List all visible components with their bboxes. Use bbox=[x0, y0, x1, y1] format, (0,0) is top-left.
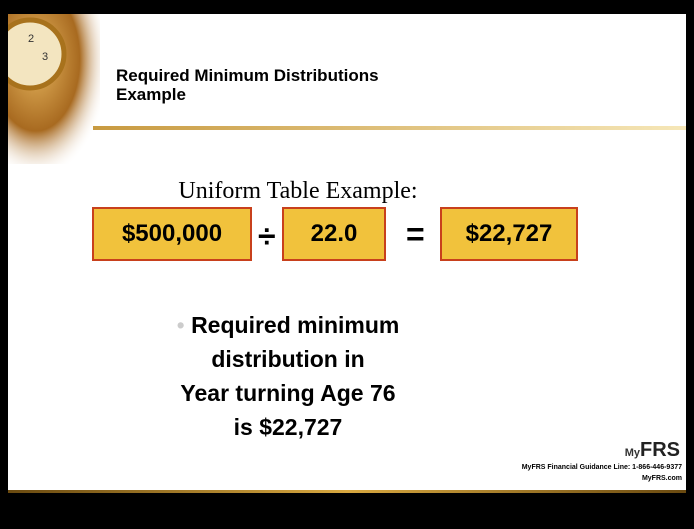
text: Required Minimum Distributions bbox=[116, 66, 379, 85]
logo: MyFRS bbox=[625, 439, 680, 462]
subtitle: Uniform Table Example: bbox=[8, 178, 588, 205]
divide-sign: ÷ bbox=[258, 218, 276, 255]
dividend-box: $500,000 bbox=[92, 207, 252, 261]
text: Required minimum bbox=[191, 312, 399, 338]
bullet-line: is $22,727 bbox=[138, 414, 438, 441]
text: FRS bbox=[640, 439, 680, 461]
divisor-box: 22.0 bbox=[282, 207, 386, 261]
svg-text:2: 2 bbox=[28, 33, 34, 45]
svg-text:3: 3 bbox=[42, 51, 48, 63]
bullet-line: distribution in bbox=[138, 346, 438, 373]
result-box: $22,727 bbox=[440, 207, 578, 261]
equals-sign: = bbox=[406, 216, 425, 253]
text: My bbox=[625, 447, 640, 459]
footer-phone: MyFRS Financial Guidance Line: 1-866-446… bbox=[522, 464, 682, 471]
bullet-line: Year turning Age 76 bbox=[138, 380, 438, 407]
text: Example bbox=[116, 85, 379, 104]
bullet-line: • Required minimum bbox=[138, 312, 438, 339]
bullet-marker: • bbox=[177, 312, 185, 338]
bottom-rule bbox=[8, 490, 686, 493]
footer-site: MyFRS.com bbox=[642, 475, 682, 482]
slide: 2 3 Required Minimum DistributionsExampl… bbox=[0, 0, 694, 529]
